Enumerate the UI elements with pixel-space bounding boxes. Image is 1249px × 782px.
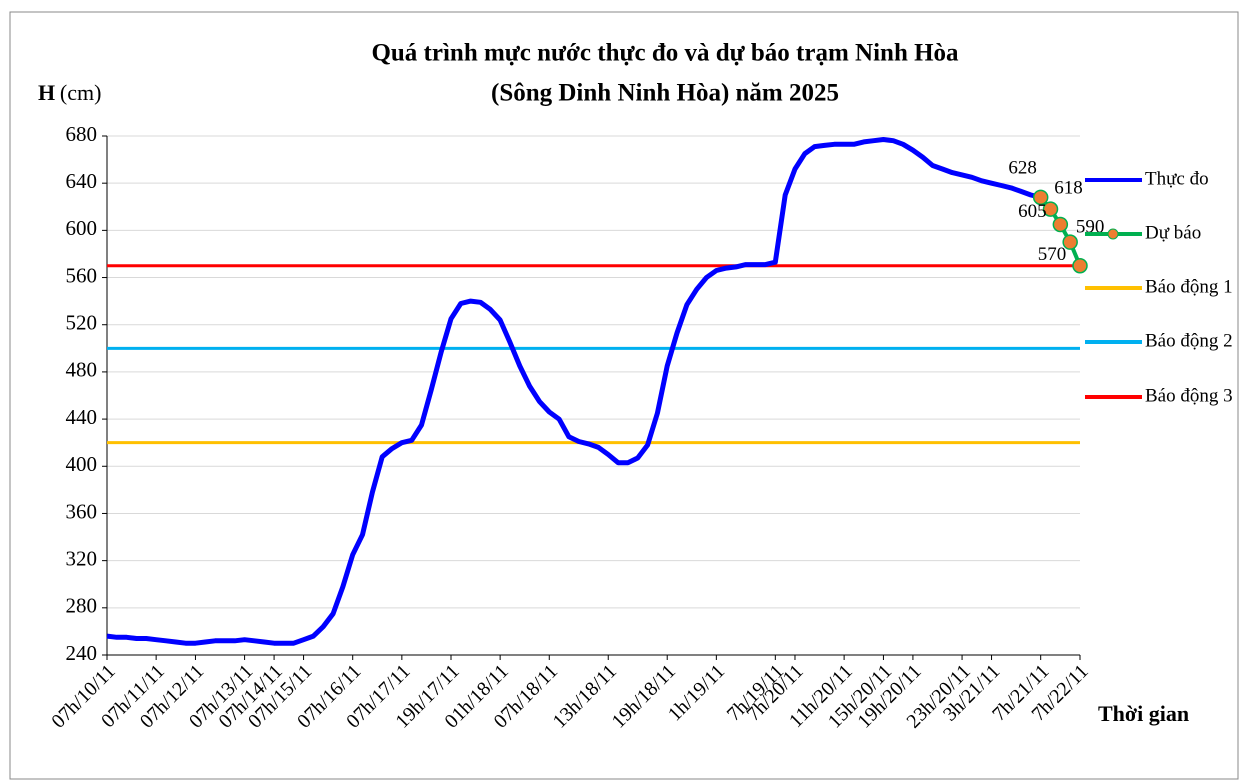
y-tick-label: 600: [66, 216, 98, 240]
y-tick-label: 480: [66, 358, 98, 382]
series-line: [106, 137, 1042, 646]
y-axis-unit: (cm): [60, 80, 102, 105]
data-point: [1032, 189, 1049, 206]
y-tick-label: 280: [66, 594, 98, 618]
data-point: [1062, 234, 1078, 250]
data-point: [1042, 201, 1059, 217]
y-tick-label: 320: [66, 546, 98, 570]
chart-border: [9, 11, 1239, 780]
x-axis-label: Thời gian: [1098, 701, 1189, 726]
legend-label: Báo động 2: [1145, 330, 1233, 351]
data-point: [1052, 216, 1069, 233]
legend-label: Báo động 3: [1145, 385, 1233, 406]
y-tick-label: 640: [66, 169, 98, 193]
y-axis-label: H (cm): [38, 80, 101, 105]
data-label: 570: [1038, 244, 1067, 265]
data-label: 618: [1054, 177, 1083, 198]
chart-title: (Sông Dinh Ninh Hòa) năm 2025: [491, 80, 839, 107]
y-tick-label: 360: [66, 499, 98, 523]
y-tick-label: 400: [66, 452, 98, 476]
data-label: 605: [1018, 201, 1047, 222]
data-point: [1072, 258, 1088, 274]
y-axis-label: H: [38, 80, 55, 105]
y-tick-label: 440: [66, 405, 98, 429]
y-tick-label: 520: [66, 311, 98, 335]
legend-label: Thực đo: [1145, 168, 1209, 189]
y-tick-label: 560: [66, 263, 98, 287]
y-tick-label: 680: [66, 122, 98, 146]
chart-title: Quá trình mực nước thực đo và dự báo trạ…: [371, 40, 959, 67]
legend-marker: [1107, 228, 1119, 240]
legend-label: Báo động 1: [1145, 276, 1233, 297]
data-label: 628: [1008, 158, 1037, 179]
y-tick-label: 240: [66, 641, 98, 665]
legend-label: Dự báo: [1145, 222, 1201, 243]
